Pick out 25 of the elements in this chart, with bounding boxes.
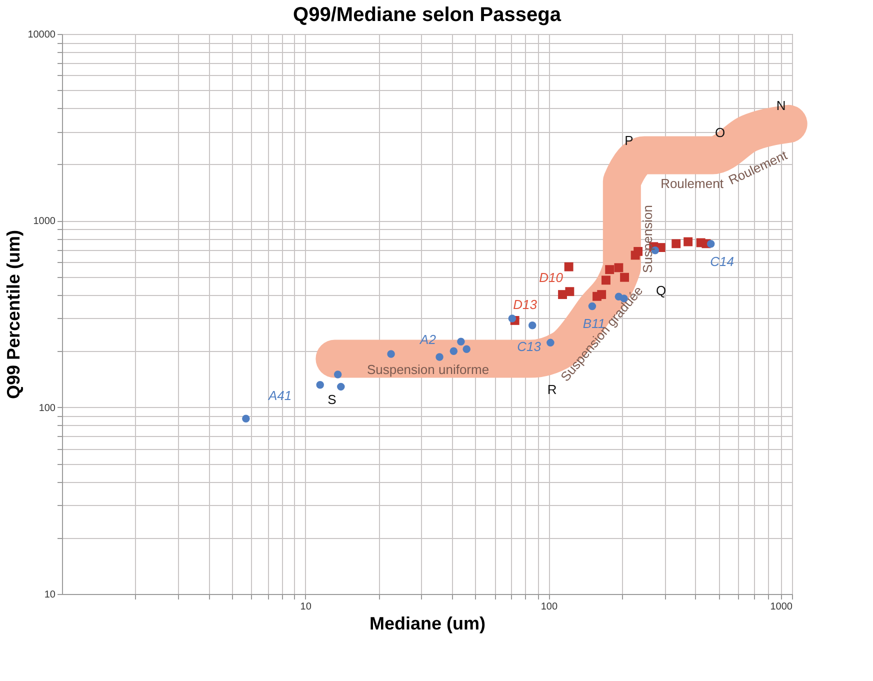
x-tick-label: 10 <box>300 602 312 612</box>
x-axis-title: Mediane (um) <box>369 614 486 634</box>
annotation: Q <box>656 283 666 298</box>
annotation: Suspension <box>640 205 655 273</box>
annotation: P <box>624 133 634 148</box>
chart-title: Q99/Mediane selon Passega <box>293 4 562 26</box>
y-axis-title: Q99 Percentile (um) <box>4 230 24 400</box>
annotation: C13 <box>517 339 542 354</box>
annotation: A2 <box>419 332 437 347</box>
y-tick-label: 100 <box>38 402 56 414</box>
annotation: O <box>714 125 726 140</box>
annotation: R <box>547 382 557 397</box>
annotation: N <box>776 98 786 113</box>
x-tick-label: 1000 <box>770 602 793 612</box>
annotation: D10 <box>539 270 564 285</box>
annotation: Roulement <box>660 176 724 191</box>
annotation: Suspension uniforme <box>366 362 490 377</box>
annotation: D13 <box>513 297 538 312</box>
annotation: S <box>328 392 337 407</box>
y-tick-label: 1000 <box>33 216 56 228</box>
y-tick-label: 10000 <box>28 30 56 40</box>
y-tick-label: 10 <box>44 590 56 600</box>
annotation: C14 <box>710 254 734 269</box>
x-tick-label: 100 <box>540 602 558 612</box>
annotation: A41 <box>267 388 292 403</box>
